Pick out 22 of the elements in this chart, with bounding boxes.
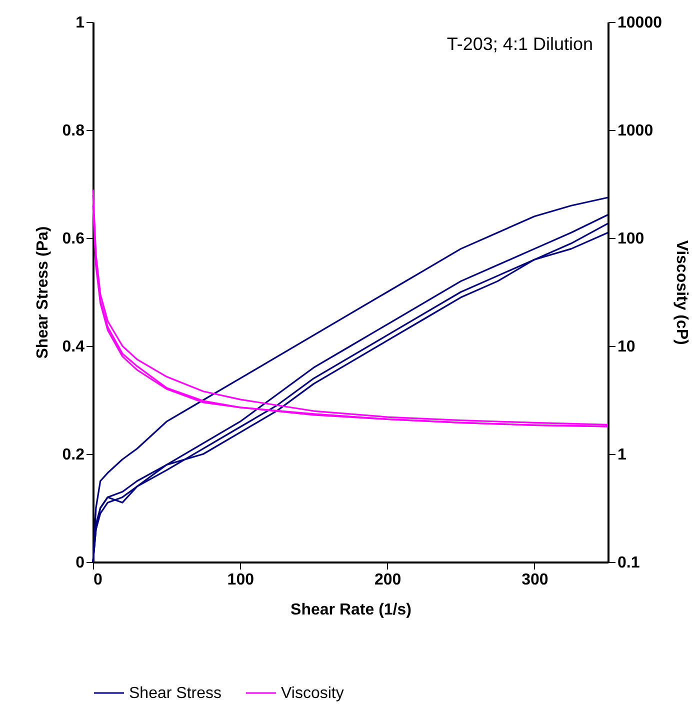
y2-tick-label: 10: [618, 338, 636, 356]
x-tick-label: 200: [374, 572, 402, 588]
y-tick-label: 0: [76, 554, 85, 572]
y-axis-title: Shear Stress (Pa): [34, 226, 52, 359]
x-tick-label: 0: [94, 572, 102, 588]
y2-tick-label: 10000: [618, 14, 662, 32]
annotation: T-203; 4:1 Dilution: [446, 34, 593, 54]
y2-tick-label: 1000: [618, 122, 654, 140]
legend-label: Shear Stress: [129, 685, 222, 702]
y-tick-label: 0.4: [62, 338, 85, 356]
y-tick-label: 0.6: [62, 230, 85, 248]
y-tick-label: 0.8: [62, 122, 85, 140]
y2-tick-label: 100: [618, 230, 644, 248]
x-tick-label: 100: [227, 572, 254, 588]
x-axis-title: Shear Rate (1/s): [290, 602, 412, 618]
y2-axis-title: Viscosity (cP): [672, 240, 690, 345]
x-tick-label: 300: [522, 572, 548, 588]
y2-tick-label: 0.1: [618, 554, 640, 572]
legend-label: Viscosity: [281, 685, 344, 702]
y-tick-label: 0.2: [62, 446, 85, 464]
y-tick-label: 1: [76, 14, 85, 32]
y2-tick-label: 1: [618, 446, 626, 464]
